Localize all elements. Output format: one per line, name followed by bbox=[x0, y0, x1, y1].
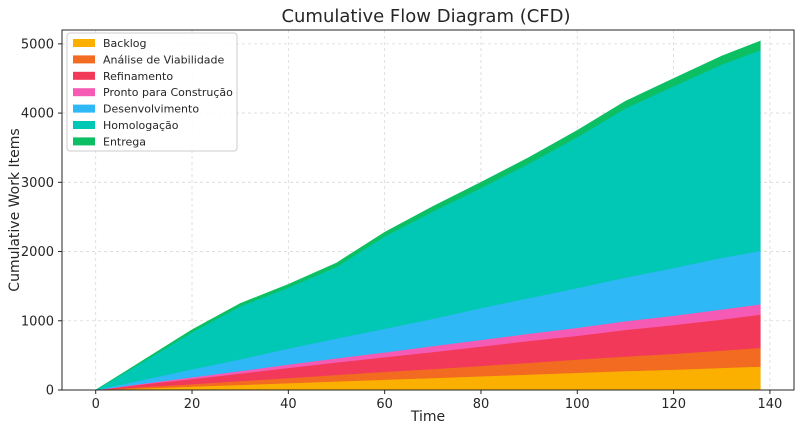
y-axis-label: Cumulative Work Items bbox=[7, 128, 23, 291]
x-tick-label: 100 bbox=[565, 397, 590, 412]
legend-label: Pronto para Construção bbox=[103, 86, 233, 99]
x-tick-label: 40 bbox=[280, 397, 297, 412]
x-tick-label: 120 bbox=[661, 397, 686, 412]
legend-swatch bbox=[73, 88, 95, 97]
x-tick-label: 80 bbox=[473, 397, 490, 412]
legend-swatch bbox=[73, 55, 95, 64]
y-tick-label: 5000 bbox=[21, 37, 54, 52]
plot-frame bbox=[61, 29, 795, 391]
x-ticks: 0 20 40 60 80 100 120 140 bbox=[92, 390, 783, 412]
x-tick-label: 0 bbox=[92, 397, 100, 412]
legend-label: Análise de Viabilidade bbox=[103, 53, 225, 66]
legend: Backlog Análise de Viabilidade Refinamento… bbox=[66, 32, 238, 152]
x-axis-label: Time bbox=[410, 409, 445, 425]
y-tick-label: 1000 bbox=[21, 314, 54, 329]
legend-swatch bbox=[73, 121, 95, 129]
x-tick-label: 140 bbox=[758, 397, 783, 412]
legend-swatch bbox=[73, 39, 95, 47]
chart-title: Cumulative Flow Diagram (CFD) bbox=[281, 6, 570, 27]
legend-label: Desenvolvimento bbox=[103, 103, 199, 116]
legend-label: Backlog bbox=[103, 37, 146, 50]
area-series-6 bbox=[95, 40, 761, 391]
y-ticks: 0 1000 2000 3000 4000 5000 bbox=[21, 37, 62, 399]
x-tick-label: 60 bbox=[376, 397, 393, 412]
y-tick-label: 2000 bbox=[21, 245, 54, 260]
legend-label: Homologação bbox=[103, 119, 179, 132]
y-tick-label: 3000 bbox=[21, 176, 54, 191]
legend-swatch bbox=[73, 71, 95, 80]
legend-label: Entrega bbox=[103, 135, 146, 148]
legend-swatch bbox=[73, 104, 95, 113]
legend-label: Refinamento bbox=[103, 70, 173, 83]
legend-box bbox=[66, 32, 238, 152]
y-tick-label: 4000 bbox=[21, 107, 54, 122]
y-tick-label: 0 bbox=[46, 384, 54, 399]
legend-swatch bbox=[73, 137, 95, 146]
axes bbox=[61, 29, 795, 391]
stacked-areas bbox=[95, 40, 761, 391]
x-tick-label: 20 bbox=[184, 397, 201, 412]
